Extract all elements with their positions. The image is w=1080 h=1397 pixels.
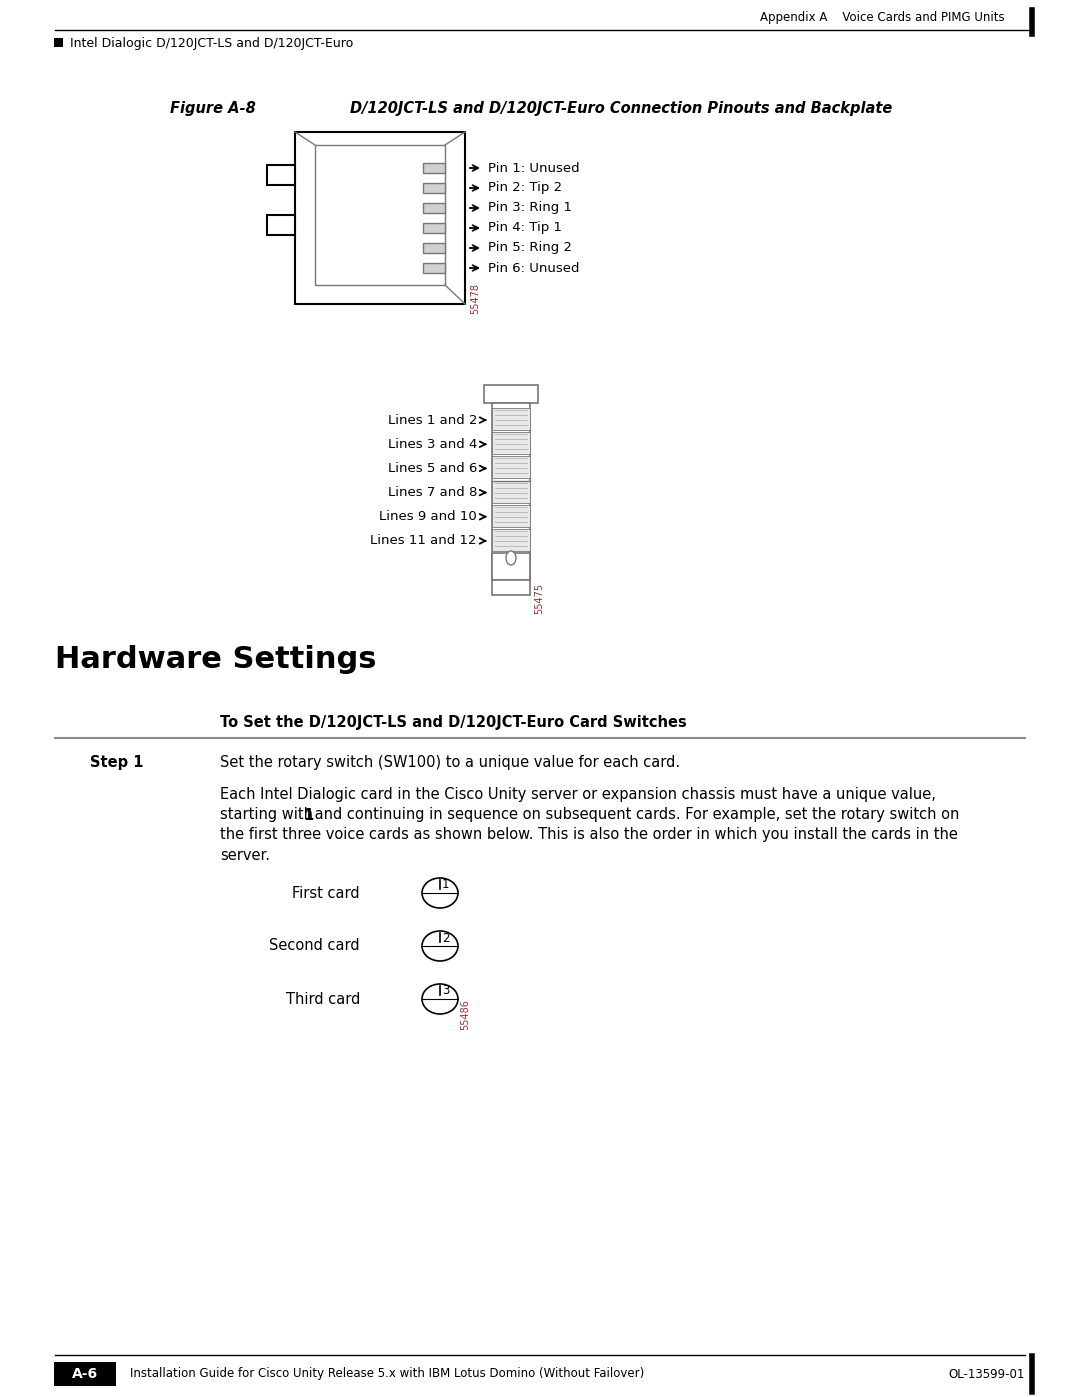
- Text: Set the rotary switch (SW100) to a unique value for each card.: Set the rotary switch (SW100) to a uniqu…: [220, 754, 680, 770]
- Text: A-6: A-6: [72, 1368, 98, 1382]
- Polygon shape: [267, 215, 295, 235]
- Bar: [54, 38, 63, 47]
- Bar: [315, 145, 445, 285]
- Text: Lines 1 and 2: Lines 1 and 2: [388, 414, 477, 426]
- Text: Lines 5 and 6: Lines 5 and 6: [388, 462, 477, 475]
- Text: 1: 1: [303, 807, 313, 823]
- Bar: [423, 163, 445, 173]
- Text: 55475: 55475: [534, 583, 544, 613]
- Text: Pin 4: Tip 1: Pin 4: Tip 1: [488, 222, 562, 235]
- Text: 1: 1: [442, 879, 449, 891]
- Text: 2: 2: [442, 932, 449, 944]
- Bar: [492, 408, 530, 430]
- Text: D/120JCT-LS and D/120JCT-Euro Connection Pinouts and Backplate: D/120JCT-LS and D/120JCT-Euro Connection…: [350, 101, 892, 116]
- Ellipse shape: [422, 930, 458, 961]
- Text: server.: server.: [220, 848, 270, 862]
- Bar: [423, 243, 445, 253]
- Text: To Set the D/120JCT-LS and D/120JCT-Euro Card Switches: To Set the D/120JCT-LS and D/120JCT-Euro…: [220, 714, 687, 729]
- Bar: [492, 481, 530, 503]
- Text: Third card: Third card: [285, 992, 360, 1006]
- Text: Pin 2: Tip 2: Pin 2: Tip 2: [488, 182, 562, 194]
- Text: Pin 3: Ring 1: Pin 3: Ring 1: [488, 201, 572, 215]
- Text: Pin 6: Unused: Pin 6: Unused: [488, 261, 580, 274]
- Text: Each Intel Dialogic card in the Cisco Unity server or expansion chassis must hav: Each Intel Dialogic card in the Cisco Un…: [220, 788, 936, 802]
- Bar: [492, 402, 530, 580]
- Bar: [423, 183, 445, 193]
- Bar: [423, 203, 445, 212]
- Text: Figure A-8: Figure A-8: [170, 101, 256, 116]
- Bar: [54, 1362, 116, 1386]
- Text: Pin 5: Ring 2: Pin 5: Ring 2: [488, 242, 572, 254]
- Bar: [492, 529, 530, 550]
- Text: Second card: Second card: [269, 939, 360, 954]
- Ellipse shape: [422, 983, 458, 1014]
- Text: Intel Dialogic D/120JCT-LS and D/120JCT-Euro: Intel Dialogic D/120JCT-LS and D/120JCT-…: [70, 36, 353, 49]
- Text: Appendix A    Voice Cards and PIMG Units: Appendix A Voice Cards and PIMG Units: [760, 11, 1005, 25]
- Text: 55486: 55486: [460, 1000, 470, 1031]
- Text: the first three voice cards as shown below. This is also the order in which you : the first three voice cards as shown bel…: [220, 827, 958, 842]
- Text: OL-13599-01: OL-13599-01: [948, 1368, 1025, 1380]
- Text: Lines 3 and 4: Lines 3 and 4: [388, 437, 477, 451]
- Polygon shape: [267, 165, 295, 184]
- Text: Lines 11 and 12: Lines 11 and 12: [370, 535, 477, 548]
- Text: 55478: 55478: [470, 282, 480, 313]
- Text: 3: 3: [442, 985, 449, 997]
- Bar: [492, 432, 530, 454]
- Ellipse shape: [507, 550, 516, 564]
- Text: Lines 9 and 10: Lines 9 and 10: [379, 510, 477, 524]
- Text: and continuing in sequence on subsequent cards. For example, set the rotary swit: and continuing in sequence on subsequent…: [310, 807, 959, 823]
- Bar: [423, 263, 445, 272]
- Ellipse shape: [422, 877, 458, 908]
- Text: starting with: starting with: [220, 807, 318, 823]
- Bar: [492, 457, 530, 479]
- Bar: [492, 553, 530, 580]
- Text: Step 1: Step 1: [90, 754, 144, 770]
- Text: First card: First card: [293, 886, 360, 901]
- Text: Installation Guide for Cisco Unity Release 5.x with IBM Lotus Domino (Without Fa: Installation Guide for Cisco Unity Relea…: [130, 1368, 645, 1380]
- Text: Hardware Settings: Hardware Settings: [55, 645, 377, 675]
- Text: Pin 1: Unused: Pin 1: Unused: [488, 162, 580, 175]
- Bar: [484, 386, 538, 402]
- Bar: [295, 131, 465, 305]
- Bar: [423, 224, 445, 233]
- Text: Lines 7 and 8: Lines 7 and 8: [388, 486, 477, 499]
- Bar: [492, 504, 530, 527]
- Bar: [492, 580, 530, 595]
